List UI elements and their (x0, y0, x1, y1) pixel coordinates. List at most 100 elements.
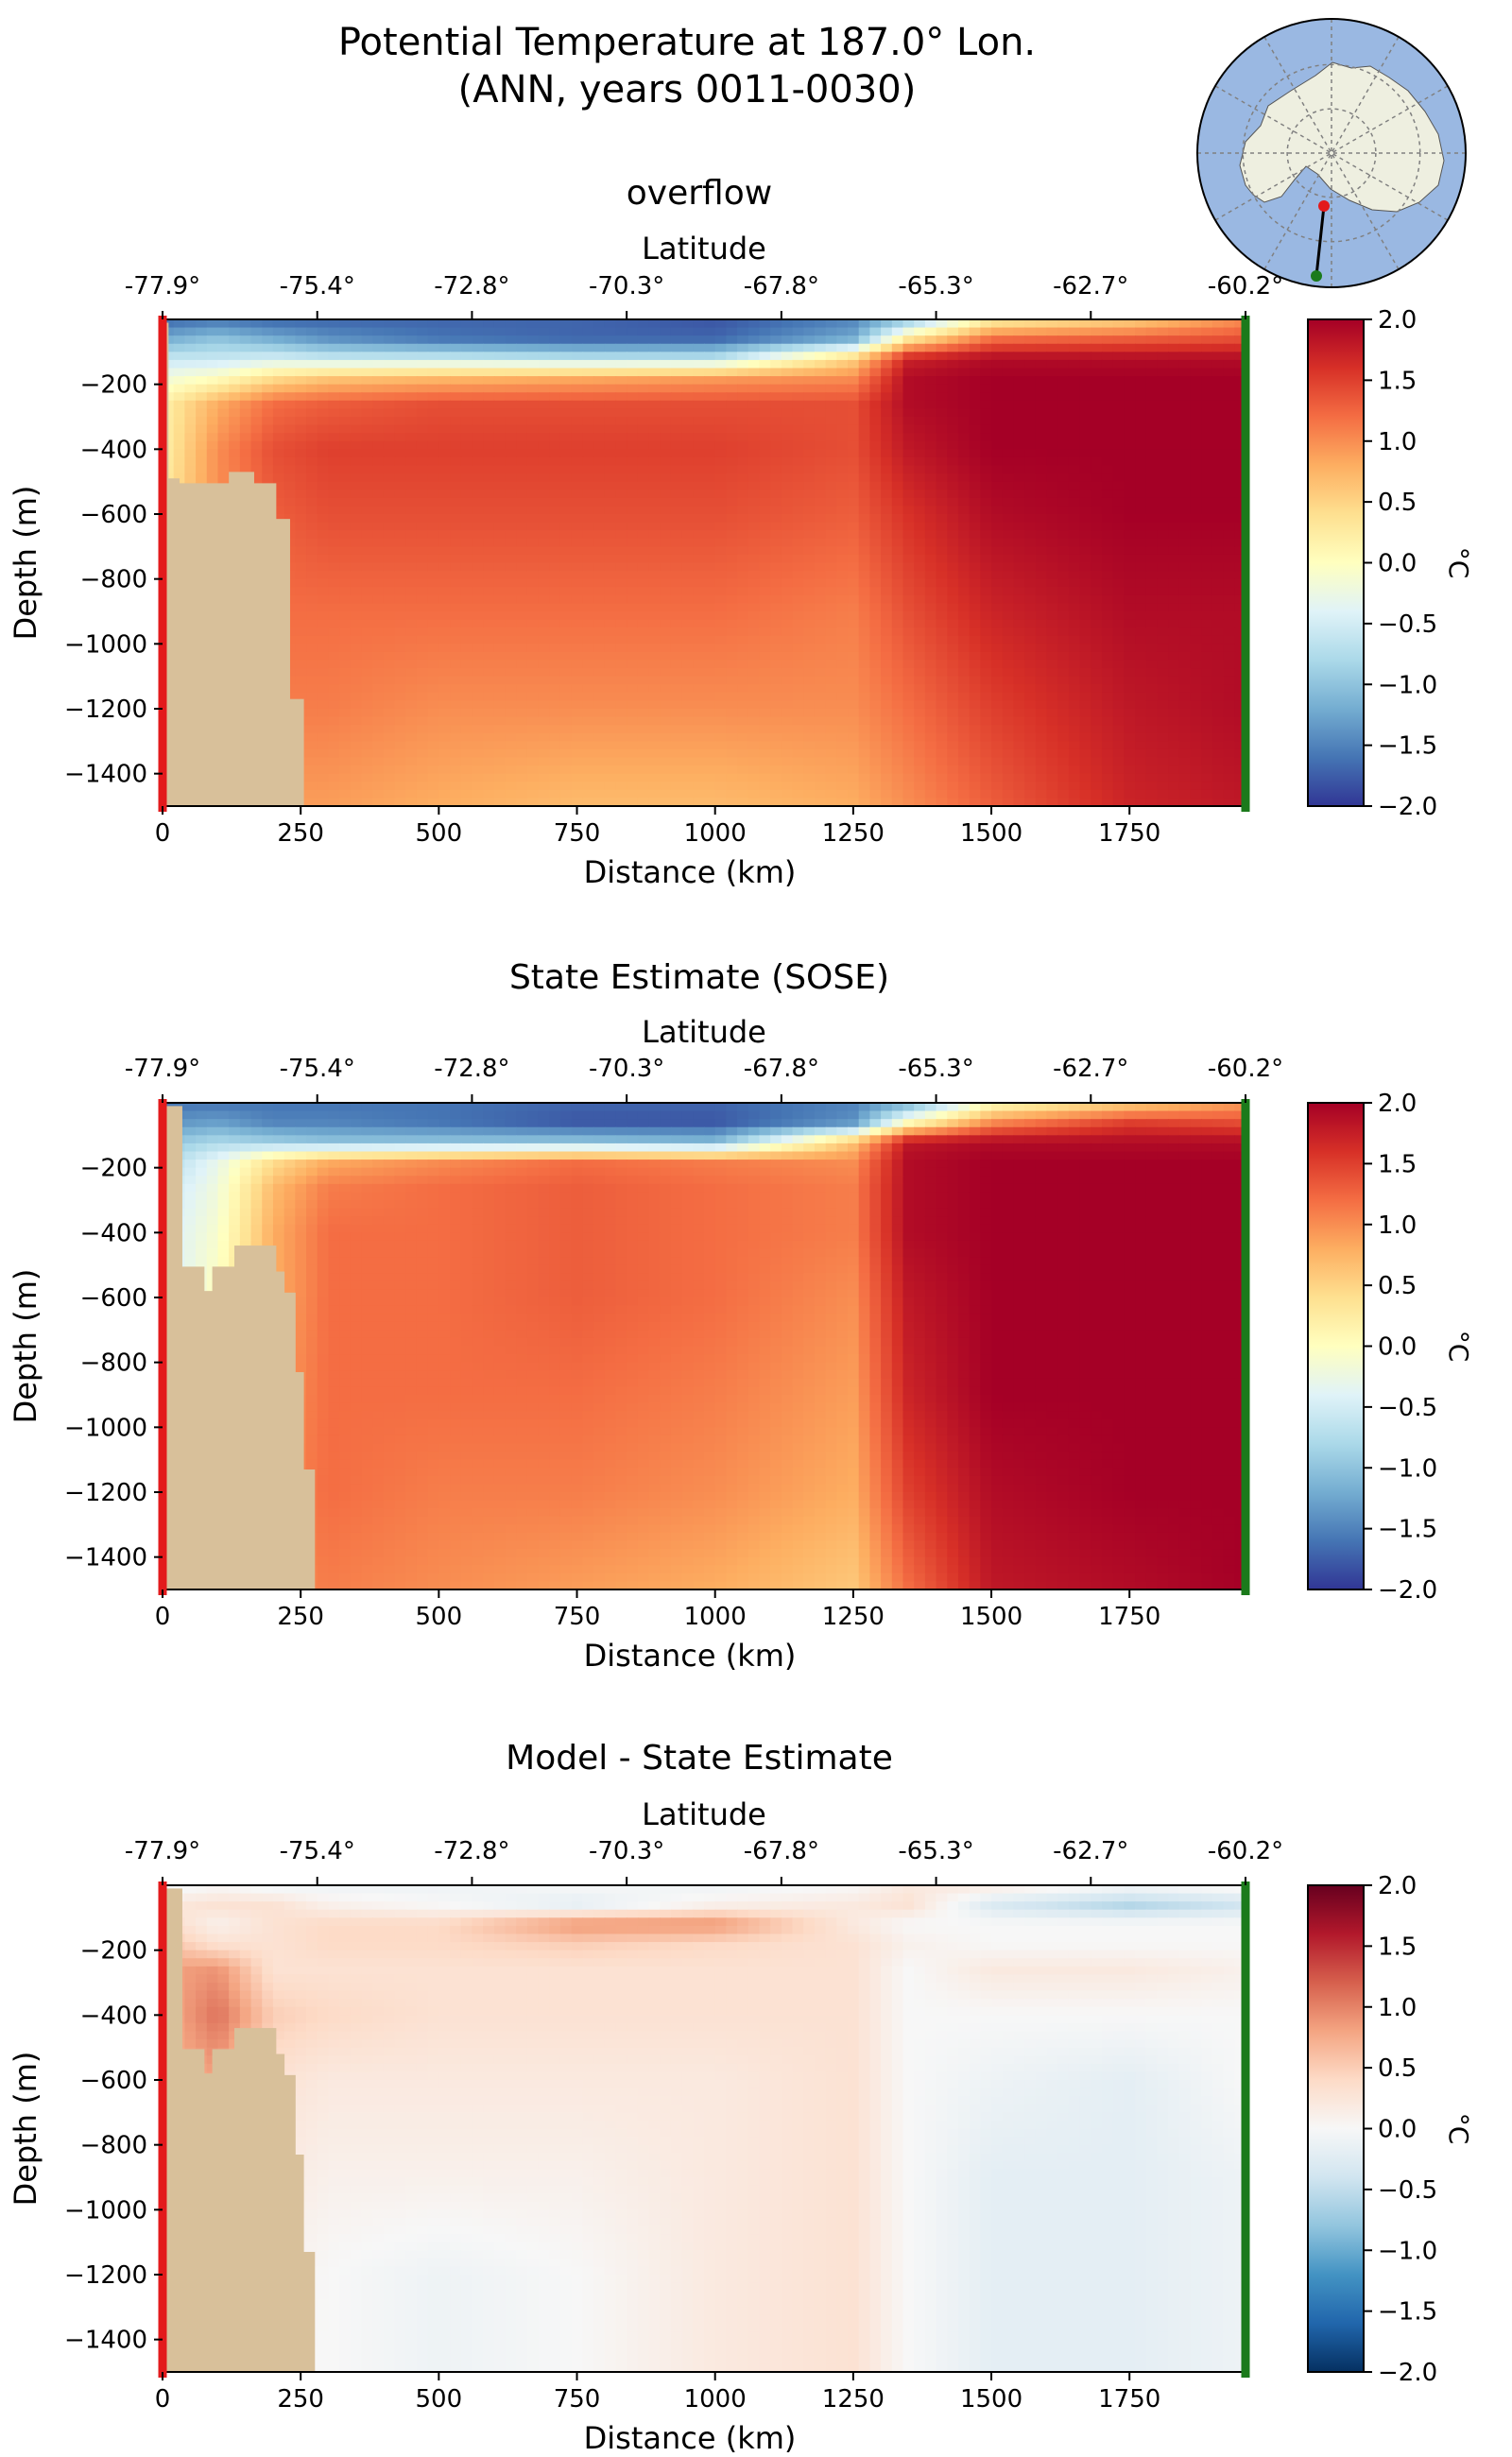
x-tick-label: 1000 (684, 819, 747, 848)
colorbar-tick-label: −1.5 (1378, 2298, 1437, 2327)
latitude-tick-label: -77.9° (125, 1055, 200, 1083)
colorbar-tick-label: 2.0 (1378, 1090, 1417, 1118)
x-tick-label: 1750 (1098, 819, 1160, 848)
colorbar-tick-label: −1.0 (1378, 1454, 1437, 1483)
bathymetry-step (179, 483, 230, 806)
bathymetry-step (275, 2053, 285, 2372)
x-tick-label: 250 (277, 1603, 324, 1631)
colorbar-label: °C (1443, 1331, 1474, 1363)
colorbar-label: °C (1443, 547, 1474, 579)
y-axis-label: Depth (m) (8, 1269, 43, 1424)
transect-end-dot (1311, 270, 1322, 282)
colorbar-tick-label: −1.0 (1378, 671, 1437, 699)
x-tick-label: 750 (554, 2385, 601, 2414)
bathymetry-step (167, 478, 180, 806)
colorbar-tick-label: 1.0 (1378, 1211, 1417, 1240)
bathymetry-step (289, 698, 301, 806)
latitude-tick-label: -70.3° (589, 1055, 664, 1083)
bathymetry-step (284, 1292, 296, 1589)
y-tick-label: −1400 (64, 761, 147, 789)
bathymetry-step (181, 2049, 205, 2372)
x-tick-label: 1000 (684, 1603, 747, 1631)
latitude-tick-label: -72.8° (434, 272, 509, 301)
x-tick-label: 500 (416, 1603, 463, 1631)
y-tick-label: −800 (80, 566, 147, 594)
map-boundary (1196, 18, 1467, 288)
latitude-tick-label: -60.2° (1208, 1055, 1283, 1083)
y-tick-label: −600 (80, 501, 147, 529)
latitude-tick-label: -67.8° (744, 1837, 819, 1865)
y-axis-label: Depth (m) (8, 486, 43, 641)
y-tick-label: −1400 (64, 2327, 147, 2355)
latitude-tick-label: -65.3° (898, 1055, 973, 1083)
figure-title-line2: (ANN, years 0011-0030) (458, 68, 917, 112)
x-tick-label: 750 (554, 819, 601, 848)
heatmap-field (163, 1885, 1246, 2372)
bathymetry-step (295, 2154, 304, 2372)
colorbar-tick-label: 1.5 (1378, 1150, 1417, 1178)
latitude-tick-label: -62.7° (1053, 1055, 1128, 1083)
panel-2: State Estimate (SOSE) Latitude 0 250 500 750 1… (8, 958, 1474, 1674)
bathymetry-step (234, 2028, 277, 2372)
transect-line (1314, 205, 1326, 277)
colorbar-tick-label: −1.5 (1378, 732, 1437, 761)
latitude-tick-label: -67.8° (744, 1055, 819, 1083)
bathymetry-step (203, 2073, 214, 2372)
colorbar (1307, 318, 1365, 807)
x-tick-label: 1250 (822, 1603, 885, 1631)
x-tick-label: 1500 (960, 2385, 1022, 2414)
colorbar-tick-label: 2.0 (1378, 306, 1417, 335)
panels: overflow Latitude 0 250 500 750 1000 1250 1500 17… (8, 174, 1474, 2456)
heatmap-field (163, 319, 1246, 806)
antarctica-continent (1239, 61, 1445, 213)
heatmap-field (163, 1103, 1246, 1589)
y-tick-label: −800 (80, 2132, 147, 2160)
y-tick-label: −200 (80, 1155, 147, 1183)
colorbar-tick-label: 0.5 (1378, 2054, 1417, 2083)
bathymetry-step (234, 1246, 277, 1589)
y-tick-label: −800 (80, 1349, 147, 1378)
panel-3: Model - State Estimate Latitude 0 250 500 750… (8, 1739, 1474, 2456)
latitude-tick-label: -72.8° (434, 1055, 509, 1083)
top-axis-label: Latitude (642, 1796, 766, 1832)
colorbar-tick-label: −2.0 (1378, 1576, 1437, 1605)
y-tick-label: −400 (80, 1219, 147, 1247)
latitude-tick-label: -67.8° (744, 272, 819, 301)
x-tick-label: 0 (155, 2385, 171, 2414)
panel-1: overflow Latitude 0 250 500 750 1000 1250 1500 17… (8, 174, 1474, 890)
bathymetry-step (203, 1291, 214, 1589)
y-tick-label: −1000 (64, 1414, 147, 1442)
colorbar (1307, 1102, 1365, 1590)
colorbar-tick-label: 1.5 (1378, 1933, 1417, 1961)
x-tick-label: 1500 (960, 1603, 1022, 1631)
latitude-tick-label: -62.7° (1053, 1837, 1128, 1865)
bathymetry-step (229, 472, 254, 806)
colorbar-tick-label: 0.5 (1378, 489, 1417, 517)
x-tick-label: 1750 (1098, 1603, 1160, 1631)
latitude-tick-label: -77.9° (125, 272, 200, 301)
y-tick-label: −600 (80, 1284, 147, 1313)
colorbar-tick-label: −2.0 (1378, 2359, 1437, 2387)
figure-title-line1: Potential Temperature at 187.0° Lon. (338, 21, 1036, 64)
x-tick-label: 1250 (822, 819, 885, 848)
y-tick-label: −1000 (64, 2196, 147, 2225)
panel-title: State Estimate (SOSE) (509, 958, 889, 997)
bathymetry-step (275, 1271, 285, 1589)
bathymetry-step (295, 1371, 304, 1589)
x-axis-label: Distance (km) (584, 2420, 797, 2456)
x-tick-label: 1250 (822, 2385, 885, 2414)
colorbar-tick-label: −1.0 (1378, 2237, 1437, 2265)
latitude-tick-label: -62.7° (1053, 272, 1128, 301)
bathymetry-step (212, 2049, 235, 2372)
top-axis-label: Latitude (642, 231, 766, 266)
latitude-tick-label: -75.4° (280, 1837, 355, 1865)
bathymetry-step (212, 1266, 235, 1589)
colorbar-tick-label: 2.0 (1378, 1872, 1417, 1900)
bathymetry-step (167, 1106, 182, 1589)
x-axis-label: Distance (km) (584, 1638, 797, 1674)
bathymetry-step (181, 1266, 205, 1589)
y-tick-label: −1400 (64, 1544, 147, 1572)
x-tick-label: 500 (416, 2385, 463, 2414)
y-tick-label: −1200 (64, 2261, 147, 2290)
